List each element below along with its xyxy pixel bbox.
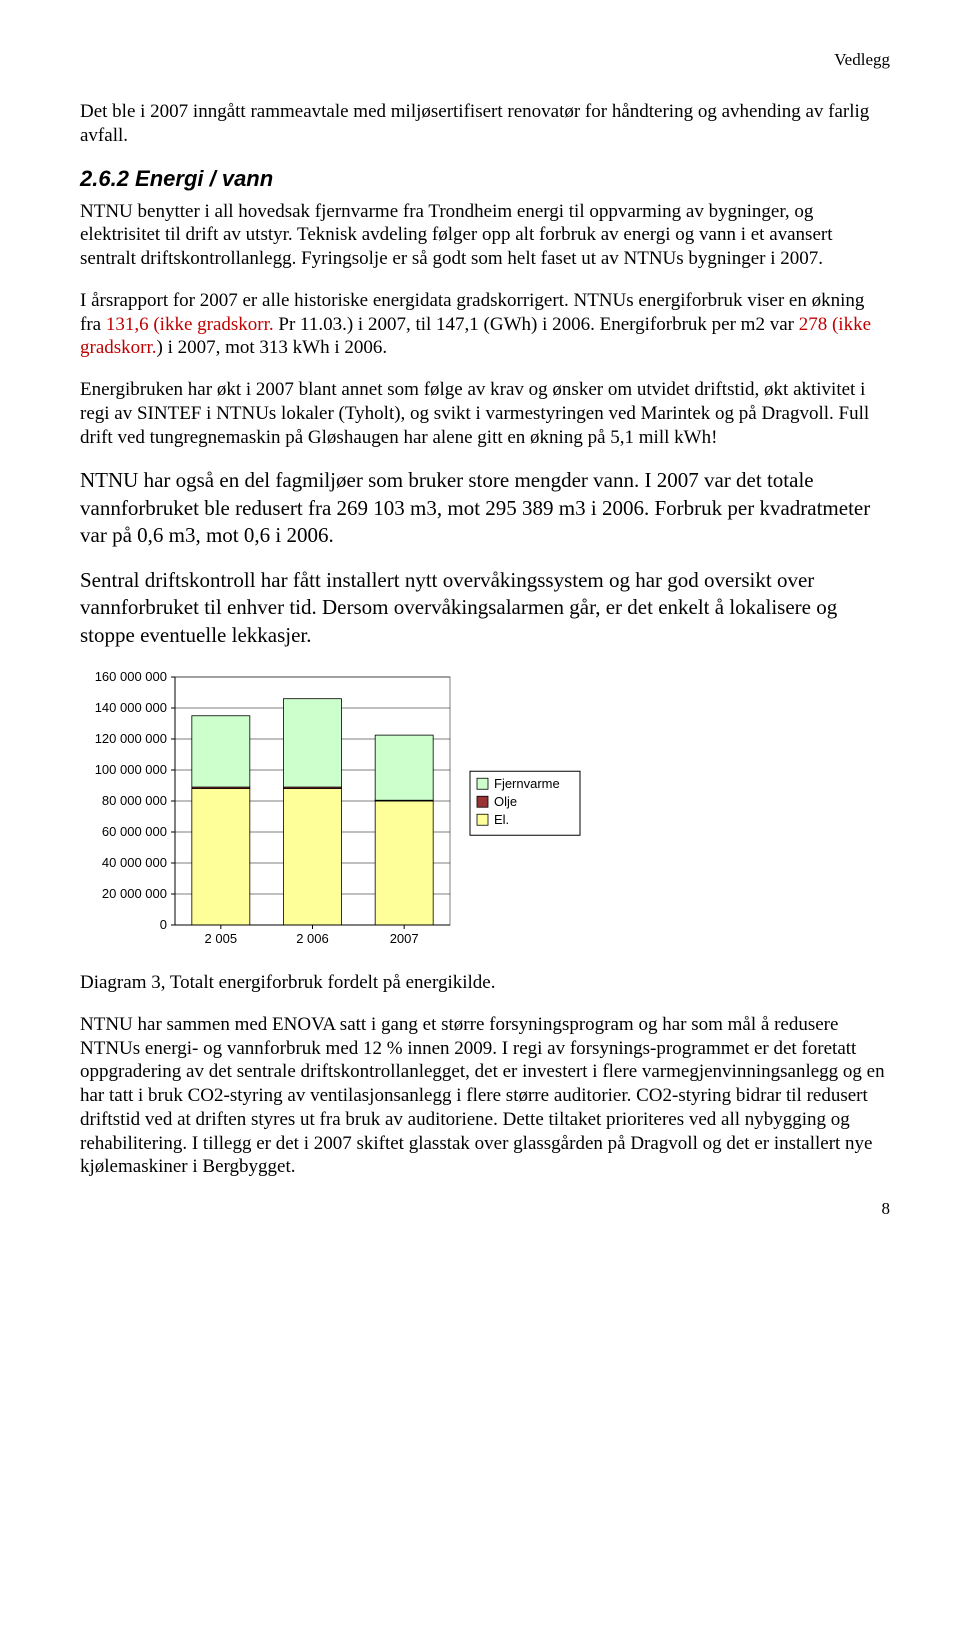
svg-text:0: 0 bbox=[160, 917, 167, 932]
sec262-p2: I årsrapport for 2007 er alle historiske… bbox=[80, 289, 890, 360]
section-heading-energi-vann: 2.6.2 Energi / vann bbox=[80, 166, 890, 192]
svg-text:2 006: 2 006 bbox=[296, 931, 329, 946]
sec262-p4: NTNU har også en del fagmiljøer som bruk… bbox=[80, 467, 890, 549]
svg-text:20 000 000: 20 000 000 bbox=[102, 886, 167, 901]
sec262-p2-red1: 131,6 (ikke gradskorr. bbox=[106, 314, 274, 335]
svg-text:2007: 2007 bbox=[390, 931, 419, 946]
last-paragraph: NTNU har sammen med ENOVA satt i gang et… bbox=[80, 1013, 890, 1179]
sec262-p2c: ) i 2007, mot 313 kWh i 2006. bbox=[157, 337, 388, 358]
intro-paragraph: Det ble i 2007 inngått rammeavtale med m… bbox=[80, 100, 890, 148]
header-vedlegg: Vedlegg bbox=[80, 50, 890, 70]
svg-text:40 000 000: 40 000 000 bbox=[102, 855, 167, 870]
sec262-p1: NTNU benytter i all hovedsak fjernvarme … bbox=[80, 200, 890, 271]
svg-text:Fjernvarme: Fjernvarme bbox=[494, 776, 560, 791]
svg-text:160 000 000: 160 000 000 bbox=[95, 669, 167, 684]
chart-caption: Diagram 3, Totalt energiforbruk fordelt … bbox=[80, 971, 890, 995]
sec262-p2b: Pr 11.03.) i 2007, til 147,1 (GWh) i 200… bbox=[274, 314, 799, 335]
svg-text:140 000 000: 140 000 000 bbox=[95, 700, 167, 715]
svg-text:2 005: 2 005 bbox=[205, 931, 238, 946]
svg-text:100 000 000: 100 000 000 bbox=[95, 762, 167, 777]
sec262-p3: Energibruken har økt i 2007 blant annet … bbox=[80, 378, 890, 449]
page-number: 8 bbox=[80, 1199, 890, 1219]
svg-text:80 000 000: 80 000 000 bbox=[102, 793, 167, 808]
svg-text:120 000 000: 120 000 000 bbox=[95, 731, 167, 746]
svg-text:60 000 000: 60 000 000 bbox=[102, 824, 167, 839]
sec262-p5: Sentral driftskontroll har fått installe… bbox=[80, 567, 890, 649]
svg-text:Olje: Olje bbox=[494, 794, 517, 809]
svg-text:El.: El. bbox=[494, 812, 509, 827]
energy-chart: 0 20 000 000 40 000 000 60 000 000 80 000 00… bbox=[80, 667, 890, 957]
